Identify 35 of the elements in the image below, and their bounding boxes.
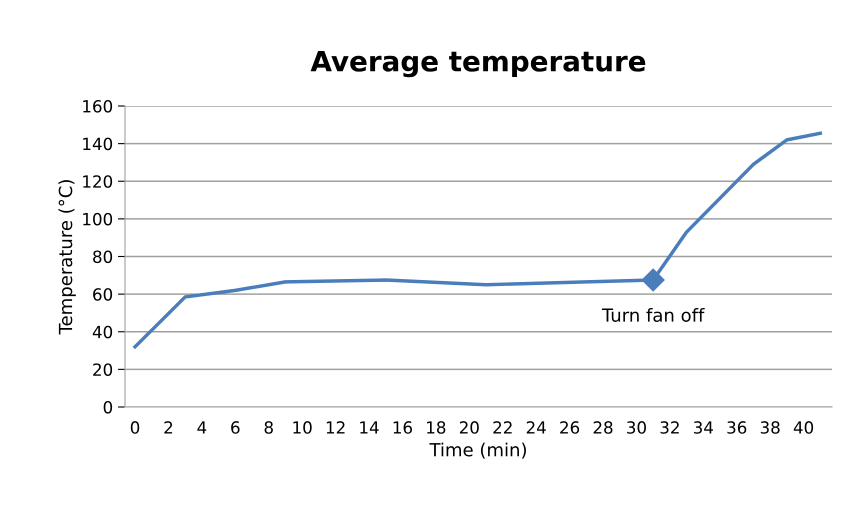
x-tick-label: 20 [460, 421, 479, 434]
x-tick-label: 18 [427, 421, 446, 434]
x-tick-label: 4 [197, 421, 206, 434]
x-tick-label: 6 [231, 421, 240, 434]
y-tick-label: 160 [83, 100, 112, 113]
y-tick-label: 0 [104, 400, 112, 414]
x-axis-title: Time (min) [429, 442, 526, 459]
x-tick-label: 14 [360, 421, 379, 434]
x-tick-label: 22 [493, 421, 512, 434]
x-tick-label: 10 [293, 421, 312, 434]
chart-title: Average temperature [310, 51, 646, 78]
y-tick-label: 80 [93, 250, 112, 264]
y-tick-label: 120 [83, 175, 112, 188]
x-tick-label: 16 [394, 421, 412, 434]
x-tick-label: 2 [164, 421, 172, 434]
y-tick-label: 100 [83, 212, 112, 226]
y-tick-label: 20 [93, 363, 112, 376]
y-tick-label: 40 [92, 326, 112, 338]
x-tick-label: 26 [560, 421, 580, 434]
x-tick-label: 30 [627, 421, 646, 434]
y-tick-label: 140 [83, 138, 112, 150]
x-tick-label: 36 [727, 421, 746, 434]
x-tick-label: 12 [326, 421, 345, 434]
x-tick-label: 24 [526, 421, 546, 434]
x-tick-label: 38 [760, 421, 780, 434]
x-tick-label: 32 [660, 421, 679, 434]
x-tick-label: 8 [264, 421, 273, 434]
x-tick-label: 0 [130, 421, 140, 434]
y-axis-title: Temperature (°C) [58, 180, 76, 334]
x-tick-label: 40 [794, 421, 814, 434]
y-tick-label: 60 [93, 288, 112, 301]
x-tick-label: 28 [594, 421, 612, 434]
line-series [133, 132, 822, 349]
annotation: Turn fan off [602, 308, 705, 322]
x-tick-label: 34 [694, 421, 713, 434]
